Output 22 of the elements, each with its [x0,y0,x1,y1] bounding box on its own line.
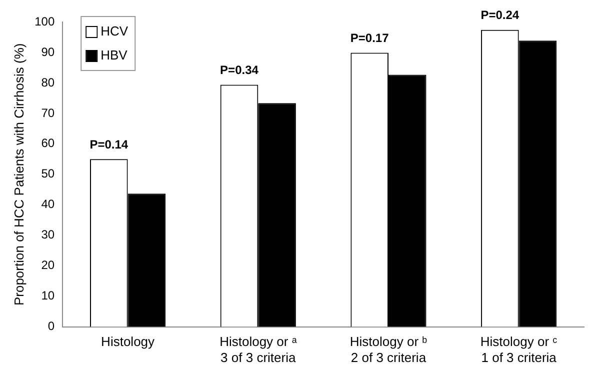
y-tick-label: 70 [41,106,55,120]
y-tick-label: 30 [41,228,55,242]
x-tick-label: Histology [101,334,156,350]
annotation: P=0.17 [350,31,390,46]
x-tick-label: Histology or ᵃ 3 of 3 criteria [220,334,297,365]
annotation: P=0.34 [220,63,259,78]
legend-label: HBV [100,48,128,63]
y-tick-label: 50 [41,166,55,181]
y-tick-label: 10 [41,288,55,303]
x-tick-label: Histology or ᶜ 1 of 3 criteria [480,334,558,365]
y-tick-label: 100 [34,14,55,28]
legend-label: HCV [100,24,128,39]
y-tick-label: 90 [41,44,55,59]
annotation: P=0.24 [480,8,520,22]
annotation: P=0.14 [90,137,128,152]
y-axis-title: Proportion of HCC Patients with Cirrhosis (%) [11,43,26,306]
x-tick-label: Histology or ᵇ 2 of 3 criteria [350,334,428,365]
y-tick-label: 60 [41,136,55,150]
y-tick-label: 0 [48,319,55,334]
y-tick-label: 80 [41,75,55,90]
y-tick-label: 20 [41,258,55,272]
y-tick-label: 40 [41,197,55,212]
